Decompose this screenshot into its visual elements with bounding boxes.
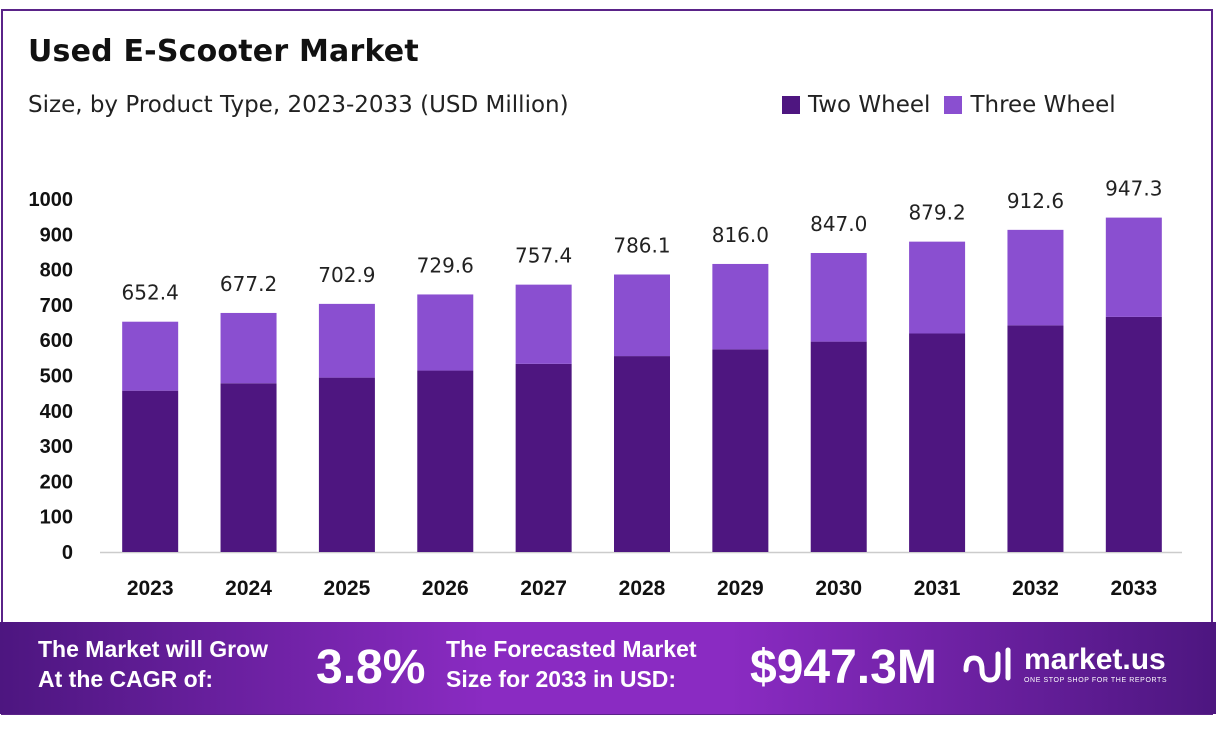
chart-title: Used E-Scooter Market [28, 34, 419, 69]
bar-segment-two-wheel [810, 341, 867, 552]
bar-segment-three-wheel [1105, 217, 1162, 317]
bar-segment-three-wheel [122, 321, 179, 391]
bar-total-label: 947.3 [1105, 177, 1162, 201]
cagr-label-line2: At the CAGR of: [38, 666, 214, 692]
bar-total-label: 847.0 [810, 212, 867, 236]
y-tick-label: 200 [40, 471, 73, 493]
bar-total-label: 757.4 [515, 244, 572, 268]
legend-label-three-wheel: Three Wheel [970, 92, 1116, 118]
bar-total-label: 816.0 [712, 223, 769, 247]
bar-total-label: 677.2 [220, 272, 277, 296]
y-tick-label: 700 [40, 295, 73, 317]
x-tick-label: 2024 [225, 577, 272, 600]
x-tick-label: 2032 [1012, 577, 1059, 600]
legend-swatch-three-wheel [944, 96, 963, 114]
bar-segment-two-wheel [712, 349, 769, 552]
market-us-logo-icon [963, 647, 1011, 683]
y-tick-label: 400 [40, 401, 73, 423]
bar-segment-three-wheel [712, 263, 769, 350]
legend: Two Wheel Three Wheel [782, 92, 1130, 118]
bar-total-label: 879.2 [908, 201, 965, 225]
bar-segment-three-wheel [909, 241, 966, 334]
bar-segment-three-wheel [318, 303, 375, 378]
bar-segment-three-wheel [515, 284, 572, 364]
legend-swatch-two-wheel [782, 96, 800, 114]
bar-segment-three-wheel [220, 312, 277, 384]
bar-segment-three-wheel [417, 294, 474, 371]
x-tick-label: 2025 [324, 577, 371, 600]
chart-subtitle: Size, by Product Type, 2023-2033 (USD Mi… [28, 92, 569, 118]
y-tick-label: 600 [40, 330, 73, 352]
bar-segment-two-wheel [318, 377, 375, 552]
bar-total-label: 652.4 [122, 281, 179, 305]
forecast-label-line1: The Forecasted Market [446, 636, 697, 662]
cagr-value: 3.8% [316, 641, 426, 694]
x-tick-label: 2033 [1110, 577, 1157, 600]
bar-total-label: 729.6 [417, 253, 474, 277]
bar-segment-two-wheel [909, 333, 966, 552]
bar-segment-two-wheel [614, 356, 670, 552]
forecast-label-line2: Size for 2033 in USD: [446, 666, 677, 692]
bar-total-label: 702.9 [318, 263, 375, 287]
forecast-value: $947.3M [750, 641, 937, 694]
cagr-label-line1: The Market will Grow [38, 636, 269, 662]
summary-banner: The Market will Grow At the CAGR of: 3.8… [0, 622, 1216, 714]
bar-segment-two-wheel [122, 390, 179, 552]
legend-item-two-wheel: Two Wheel [782, 92, 930, 118]
y-tick-label: 300 [40, 436, 73, 458]
bar-segment-two-wheel [417, 370, 474, 552]
x-tick-label: 2030 [815, 577, 862, 600]
bar-segment-three-wheel [810, 253, 867, 342]
x-tick-label: 2026 [422, 577, 469, 600]
brand-name: market.us [1024, 642, 1166, 676]
y-tick-label: 900 [40, 224, 73, 246]
bar-total-label: 912.6 [1007, 189, 1064, 213]
brand-logo: market.us ONE STOP SHOP FOR THE REPORTS [962, 644, 1167, 684]
legend-item-three-wheel: Three Wheel [944, 92, 1116, 118]
brand-tagline: ONE STOP SHOP FOR THE REPORTS [1024, 676, 1168, 684]
bar-segment-three-wheel [1007, 229, 1064, 326]
bar-segment-two-wheel [220, 383, 277, 552]
x-tick-label: 2027 [520, 577, 567, 600]
x-tick-label: 2029 [717, 577, 764, 600]
bar-total-label: 786.1 [613, 234, 670, 258]
bar-chart: 0 100 200 300 400 500 600 700 800 900 1000 652.4 202… [29, 177, 1182, 600]
bar-segment-two-wheel [1105, 316, 1162, 552]
bar-segment-three-wheel [614, 274, 670, 357]
y-tick-label: 100 [40, 507, 73, 529]
cagr-label: The Market will Grow At the CAGR of: [38, 634, 268, 694]
y-tick-label: 0 [62, 542, 73, 564]
x-tick-label: 2031 [914, 577, 961, 600]
forecast-label: The Forecasted Market Size for 2033 in U… [446, 634, 697, 694]
y-tick-label: 800 [40, 260, 73, 282]
bar-segment-two-wheel [515, 363, 572, 552]
legend-label-two-wheel: Two Wheel [808, 92, 931, 118]
x-tick-label: 2023 [127, 577, 174, 600]
bar-segment-two-wheel [1007, 325, 1064, 552]
y-tick-label: 500 [40, 366, 73, 388]
x-tick-label: 2028 [619, 577, 666, 600]
y-tick-label: 1000 [29, 189, 74, 211]
